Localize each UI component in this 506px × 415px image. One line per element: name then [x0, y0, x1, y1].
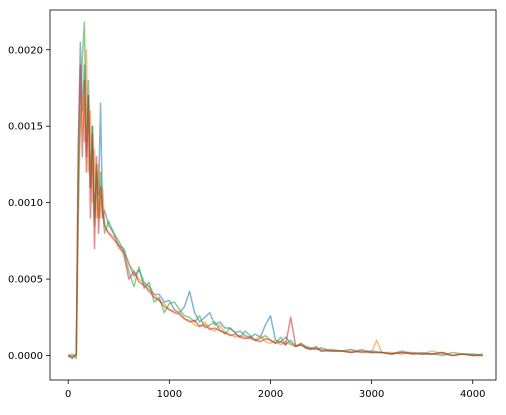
series-line-1 — [67, 41, 483, 360]
plot-lines — [67, 21, 483, 360]
x-tick-label: 2000 — [258, 389, 283, 400]
y-tick-label: 0.0000 — [8, 351, 43, 362]
x-tick-label: 0 — [65, 389, 71, 400]
x-tick-label: 1000 — [157, 389, 182, 400]
series-line-4 — [67, 64, 483, 358]
y-axis: 0.0000 0.0005 0.0010 0.0015 0.0020 — [8, 45, 50, 362]
x-tick-label: 3000 — [359, 389, 384, 400]
series-line-3 — [67, 21, 483, 360]
y-tick-label: 0.0005 — [8, 275, 43, 286]
series-line-2 — [67, 49, 483, 358]
x-tick-label: 4000 — [460, 389, 485, 400]
y-tick-label: 0.0010 — [8, 198, 43, 209]
y-tick-label: 0.0015 — [8, 122, 43, 133]
y-tick-label: 0.0020 — [8, 45, 43, 56]
plot-frame — [49, 9, 497, 381]
x-axis: 0 1000 2000 3000 4000 — [65, 380, 485, 400]
